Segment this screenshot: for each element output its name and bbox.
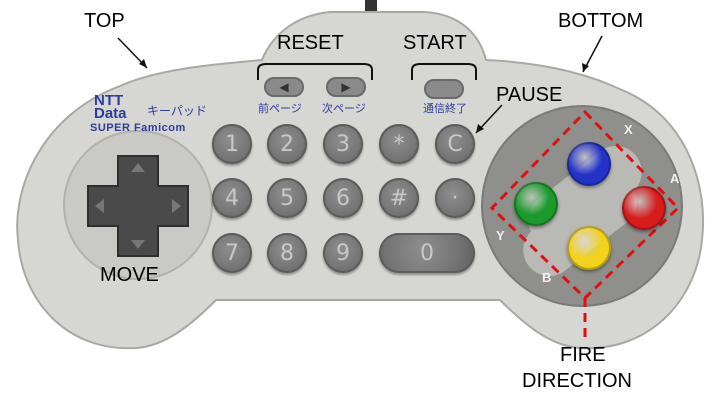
right-triangle-icon: ▶ — [341, 80, 351, 94]
label-direction: DIRECTION — [522, 370, 632, 392]
brand-ntt: NTT — [94, 92, 124, 109]
key-1[interactable]: 1 — [212, 124, 252, 164]
dpad-down-arrow — [131, 240, 145, 249]
y-button-label: Y — [496, 228, 505, 243]
dpad-left-arrow — [95, 199, 104, 213]
key-2[interactable]: 2 — [267, 124, 307, 164]
key-0[interactable]: 0 — [379, 233, 475, 273]
pause-pointer-head — [476, 124, 484, 133]
reset-bracket — [257, 63, 373, 80]
start-button[interactable] — [424, 79, 464, 99]
bottom-pointer-head — [582, 63, 589, 72]
key-9[interactable]: 9 — [323, 233, 363, 273]
key-4[interactable]: 4 — [212, 178, 252, 218]
key-6[interactable]: 6 — [323, 178, 363, 218]
brand-subtitle: SUPER Famicom — [90, 122, 186, 134]
dpad-up-arrow — [131, 163, 145, 172]
next-page-label: 次ページ — [322, 102, 366, 115]
b-button-label: B — [542, 270, 552, 285]
prev-page-label: 前ページ — [258, 102, 302, 115]
dpad-right-arrow — [172, 199, 181, 213]
key-hash[interactable]: # — [379, 178, 419, 218]
lower-groove — [523, 175, 637, 277]
x-button[interactable] — [567, 142, 611, 186]
label-pause: PAUSE — [496, 84, 563, 106]
key-7[interactable]: 7 — [212, 233, 252, 273]
prev-page-button[interactable]: ◀ — [264, 77, 304, 97]
label-reset: RESET — [277, 32, 344, 54]
key-8[interactable]: 8 — [267, 233, 307, 273]
comm-end-label: 通信終了 — [423, 102, 467, 115]
key-dot[interactable]: · — [435, 178, 475, 218]
b-button[interactable] — [567, 226, 611, 270]
key-5[interactable]: 5 — [267, 178, 307, 218]
brand-product: キーパッド — [147, 104, 207, 118]
key-c[interactable]: C — [435, 124, 475, 164]
label-start: START — [403, 32, 467, 54]
y-button[interactable] — [514, 182, 558, 226]
key-star[interactable]: * — [379, 124, 419, 164]
label-move: MOVE — [100, 264, 159, 286]
brand-data: Data — [94, 105, 127, 122]
label-top: TOP — [84, 10, 125, 32]
top-pointer-head — [139, 59, 147, 68]
label-bottom: BOTTOM — [558, 10, 644, 32]
next-page-button[interactable]: ▶ — [326, 77, 366, 97]
key-3[interactable]: 3 — [323, 124, 363, 164]
left-triangle-icon: ◀ — [279, 80, 289, 94]
dpad[interactable] — [87, 155, 189, 257]
label-fire: FIRE — [560, 344, 606, 366]
a-button[interactable] — [622, 186, 666, 230]
start-bracket — [411, 63, 477, 80]
a-button-label: A — [670, 171, 680, 186]
x-button-label: X — [624, 122, 633, 137]
